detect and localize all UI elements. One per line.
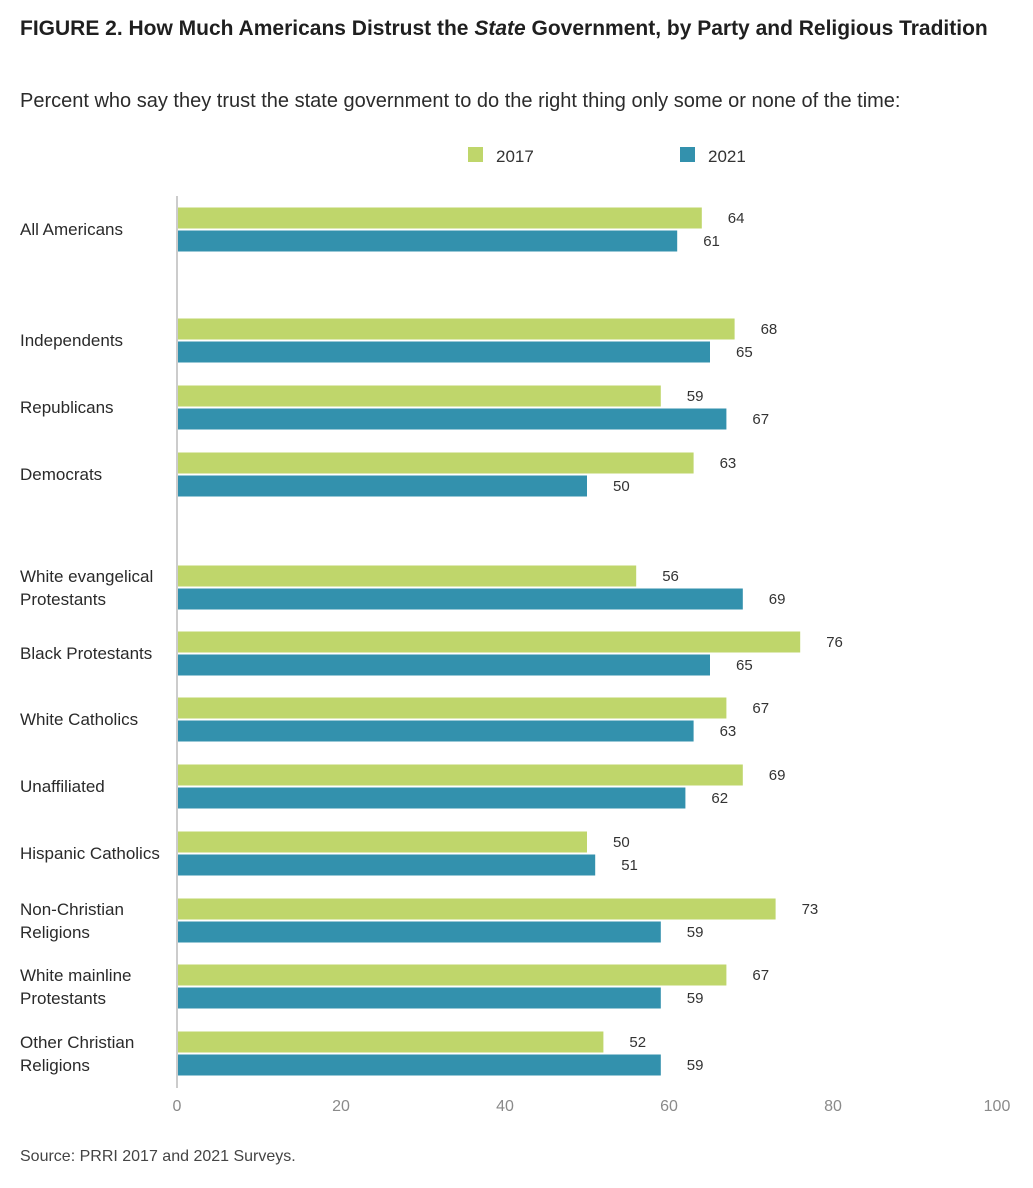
value-label-2017: 76 (826, 634, 843, 651)
value-label-2021: 65 (736, 344, 753, 361)
value-label-2021: 59 (687, 990, 704, 1007)
category-label: White evangelical Protestants (20, 567, 153, 609)
bar-2021 (178, 787, 686, 809)
x-tick-label: 40 (496, 1098, 514, 1115)
value-label-2017: 64 (728, 210, 745, 227)
category-label-line: White evangelical (20, 567, 153, 586)
category-label: White mainline Protestants (20, 966, 132, 1008)
bar-2021 (178, 408, 727, 430)
chart-subtitle: Percent who say they trust the state gov… (20, 90, 901, 112)
x-tick-label: 20 (332, 1098, 350, 1115)
value-label-2017: 69 (769, 767, 786, 784)
bar-2017 (178, 207, 702, 229)
bar-2021 (178, 341, 710, 363)
category-label: All Americans (20, 220, 123, 239)
bar-2021 (178, 1054, 661, 1076)
value-label-2021: 61 (703, 233, 720, 250)
x-tick-label: 80 (824, 1098, 842, 1115)
chart-title-suffix: Government, by Party and Religious Tradi… (525, 17, 988, 40)
value-label-2021: 59 (687, 1057, 704, 1074)
chart-title: FIGURE 2. How Much Americans Distrust th… (20, 12, 1010, 46)
category-label-line: Religions (20, 1056, 90, 1075)
value-label-2017: 63 (720, 455, 737, 472)
value-label-2017: 73 (802, 901, 819, 918)
bar-2021 (178, 720, 694, 742)
bar-2017 (178, 318, 735, 340)
value-label-2021: 59 (687, 924, 704, 941)
bar-2021 (178, 654, 710, 676)
category-label: Independents (20, 331, 123, 350)
value-label-2021: 67 (752, 411, 769, 428)
bar-2017 (178, 565, 637, 587)
x-tick-label: 0 (173, 1098, 182, 1115)
bar-2017 (178, 1031, 604, 1053)
value-label-2017: 67 (752, 967, 769, 984)
category-label: Other Christian Religions (20, 1033, 134, 1075)
category-label: Democrats (20, 465, 102, 484)
value-label-2021: 51 (621, 857, 638, 874)
category-label: Unaffiliated (20, 777, 105, 796)
legend-label-2017: 2017 (496, 147, 534, 166)
category-label: Black Protestants (20, 644, 152, 663)
value-label-2017: 59 (687, 388, 704, 405)
chart-title-prefix: FIGURE 2. How Much Americans Distrust th… (20, 17, 475, 40)
bar-2017 (178, 764, 743, 786)
category-label-line: Protestants (20, 590, 106, 609)
category-label-line: Religions (20, 923, 90, 942)
bar-2021 (178, 921, 661, 943)
chart-title-emphasis: State (474, 17, 526, 40)
value-label-2021: 69 (769, 591, 786, 608)
value-label-2017: 56 (662, 568, 679, 585)
category-label-line: Non-Christian (20, 900, 124, 919)
legend-label-2021: 2021 (708, 147, 746, 166)
value-label-2017: 52 (629, 1034, 646, 1051)
value-label-2021: 50 (613, 478, 630, 495)
bar-2017 (178, 452, 694, 474)
value-label-2021: 65 (736, 657, 753, 674)
category-label: Hispanic Catholics (20, 844, 160, 863)
bar-2021 (178, 230, 678, 252)
category-label: White Catholics (20, 710, 138, 729)
x-tick-label: 60 (660, 1098, 678, 1115)
value-label-2017: 67 (752, 700, 769, 717)
legend-swatch-2017 (468, 147, 483, 162)
bar-2017 (178, 898, 776, 920)
bar-2021 (178, 475, 587, 497)
x-tick-label: 100 (984, 1098, 1011, 1115)
bar-2021 (178, 987, 661, 1009)
category-label-line: Protestants (20, 989, 106, 1008)
value-label-2017: 68 (761, 321, 778, 338)
category-label-line: Other Christian (20, 1033, 134, 1052)
source-note: Source: PRRI 2017 and 2021 Surveys. (20, 1148, 296, 1165)
value-label-2017: 50 (613, 834, 630, 851)
bar-2017 (178, 697, 727, 719)
bar-2017 (178, 631, 801, 653)
category-label: Republicans (20, 398, 114, 417)
bar-2021 (178, 854, 596, 876)
bar-2017 (178, 964, 727, 986)
category-label: Non-Christian Religions (20, 900, 124, 942)
bar-2017 (178, 831, 587, 853)
value-label-2021: 62 (711, 790, 728, 807)
value-label-2021: 63 (720, 723, 737, 740)
bar-2021 (178, 588, 743, 610)
category-label-line: White mainline (20, 966, 132, 985)
legend-swatch-2021 (680, 147, 695, 162)
bar-2017 (178, 385, 661, 407)
